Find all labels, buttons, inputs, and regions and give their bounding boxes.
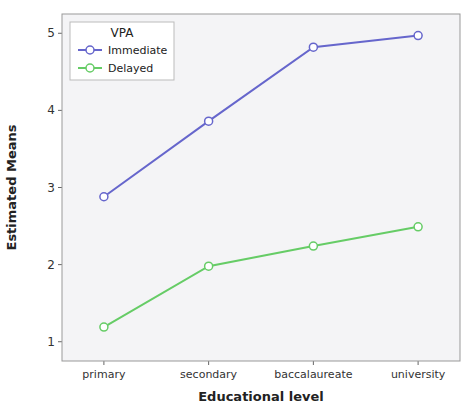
y-tick bbox=[58, 33, 62, 34]
chart: 1 2 3 4 5 primary secondary baccalaureate univer… bbox=[0, 0, 474, 413]
y-tick bbox=[58, 264, 62, 265]
x-axis-label: Educational level bbox=[198, 389, 324, 404]
y-axis-label: Estimated Means bbox=[4, 124, 19, 250]
plot-frame bbox=[62, 14, 460, 361]
y-tick-label: 5 bbox=[47, 26, 55, 40]
legend-entry: Delayed bbox=[108, 62, 153, 75]
x-tick bbox=[418, 361, 419, 365]
y-tick bbox=[58, 341, 62, 342]
x-tick-label: baccalaureate bbox=[274, 368, 352, 381]
point bbox=[100, 323, 108, 331]
point bbox=[205, 117, 213, 125]
point bbox=[414, 32, 422, 40]
legend: VPA Immediate Delayed bbox=[70, 22, 174, 80]
point bbox=[309, 242, 317, 250]
legend-box bbox=[70, 22, 174, 80]
point bbox=[309, 43, 317, 51]
y-tick bbox=[58, 187, 62, 188]
plot-area bbox=[62, 14, 460, 361]
y-tick-label: 4 bbox=[47, 103, 55, 117]
point bbox=[100, 193, 108, 201]
x-tick-label: primary bbox=[82, 368, 126, 381]
x-tick bbox=[208, 361, 209, 365]
legend-marker bbox=[86, 46, 94, 54]
x-tick-label: university bbox=[391, 368, 446, 381]
x-tick bbox=[103, 361, 104, 365]
x-tick-label: secondary bbox=[180, 368, 237, 381]
y-tick-label: 2 bbox=[47, 258, 55, 272]
point bbox=[205, 262, 213, 270]
legend-title: VPA bbox=[111, 26, 135, 40]
y-tick bbox=[58, 110, 62, 111]
legend-marker bbox=[86, 64, 94, 72]
x-tick bbox=[313, 361, 314, 365]
legend-entry: Immediate bbox=[108, 44, 168, 57]
point bbox=[414, 223, 422, 231]
series-line bbox=[104, 227, 418, 327]
y-tick-label: 1 bbox=[47, 335, 55, 349]
y-tick-label: 3 bbox=[47, 181, 55, 195]
